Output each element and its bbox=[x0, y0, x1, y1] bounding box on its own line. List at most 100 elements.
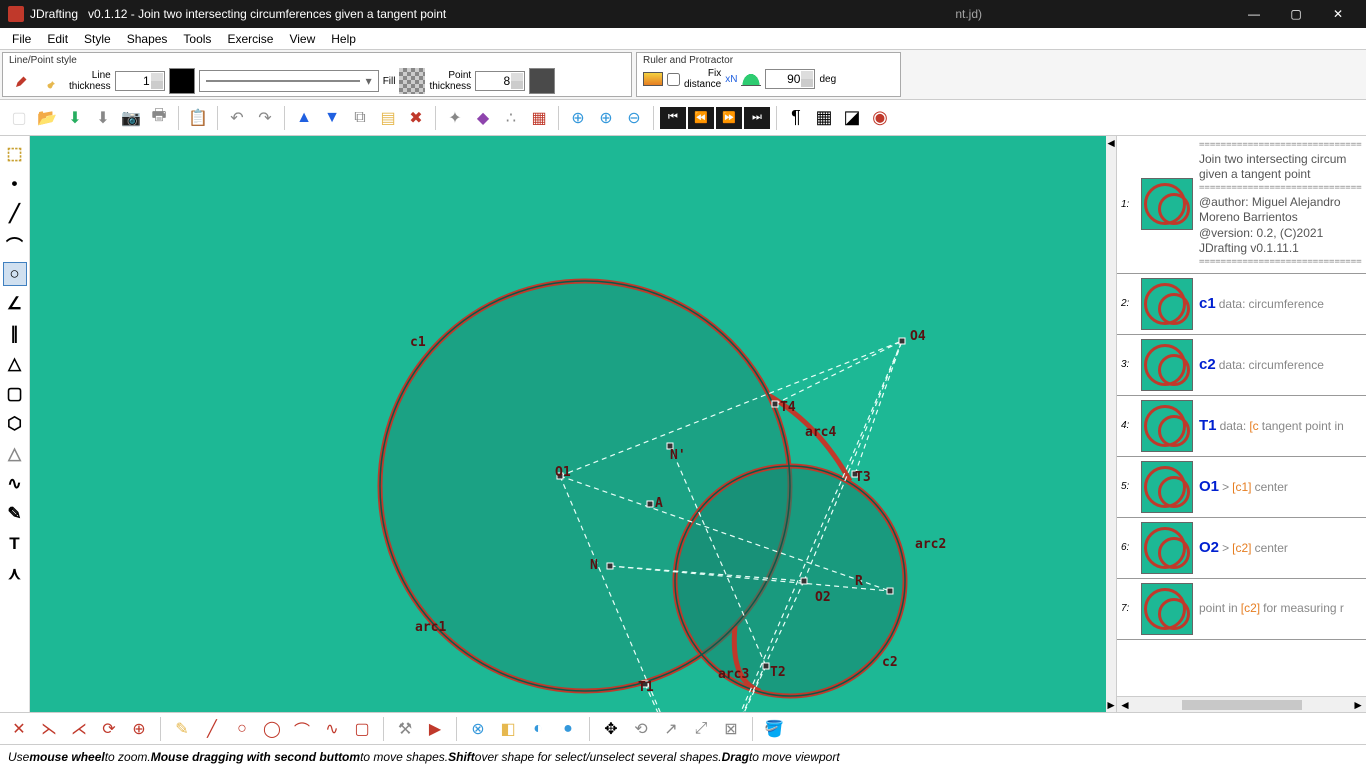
point-thickness-spinner[interactable]: 8 bbox=[475, 71, 525, 91]
save-icon[interactable]: ⬇ bbox=[62, 105, 88, 131]
bt-14[interactable]: ▶ bbox=[422, 716, 448, 742]
menu-tools[interactable]: Tools bbox=[175, 30, 219, 48]
history-item[interactable]: 7:point in [c2] for measuring r bbox=[1117, 579, 1366, 640]
fix-distance-checkbox[interactable] bbox=[667, 73, 680, 86]
dots-icon[interactable]: ∴ bbox=[498, 105, 524, 131]
history-item[interactable]: 5:O1 > [c1] center bbox=[1117, 457, 1366, 518]
xn-label[interactable]: xN bbox=[725, 74, 737, 85]
bt-15[interactable]: ⊗ bbox=[465, 716, 491, 742]
print-icon[interactable]: 🖶 bbox=[146, 105, 172, 131]
pen-tool[interactable]: ✎ bbox=[3, 502, 27, 526]
history-item[interactable]: 3:c2 data: circumference bbox=[1117, 335, 1366, 396]
bt-8[interactable]: ○ bbox=[229, 716, 255, 742]
rec-icon[interactable]: ◉ bbox=[867, 105, 893, 131]
triangle-tool[interactable]: △ bbox=[3, 352, 27, 376]
bt-16[interactable]: ◧ bbox=[495, 716, 521, 742]
bt-19[interactable]: ✥ bbox=[598, 716, 624, 742]
screenshot-icon[interactable]: 📷 bbox=[118, 105, 144, 131]
polygon-tool[interactable]: ⬡ bbox=[3, 412, 27, 436]
bt-1[interactable]: ✕ bbox=[6, 716, 32, 742]
zoom-in-icon[interactable]: ⊕ bbox=[593, 105, 619, 131]
line-thickness-spinner[interactable]: 1 bbox=[115, 71, 165, 91]
canvas-vscroll[interactable]: ◄► bbox=[1106, 136, 1116, 712]
media-btn-0[interactable]: ⏮ bbox=[660, 107, 686, 129]
down-icon[interactable]: ▼ bbox=[319, 105, 345, 131]
wand-icon[interactable]: ✦ bbox=[442, 105, 468, 131]
bt-9[interactable]: ◯ bbox=[259, 716, 285, 742]
circle-tool[interactable]: ○ bbox=[3, 262, 27, 286]
line-style-preview[interactable]: ▾ bbox=[199, 70, 379, 92]
menu-file[interactable]: File bbox=[4, 30, 39, 48]
paste-icon[interactable]: 📋 bbox=[185, 105, 211, 131]
text-tool[interactable]: T bbox=[3, 532, 27, 556]
bt-18[interactable]: ● bbox=[555, 716, 581, 742]
zoom-out-icon[interactable]: ⊖ bbox=[621, 105, 647, 131]
grid-icon[interactable]: ▦ bbox=[811, 105, 837, 131]
bt-17[interactable]: ◐ bbox=[525, 716, 551, 742]
copy-icon[interactable]: ⧉ bbox=[347, 105, 373, 131]
compass-tool[interactable]: ⋏ bbox=[3, 562, 27, 586]
history-header[interactable]: 1:================================Join t… bbox=[1117, 136, 1366, 274]
media-btn-1[interactable]: ⏪ bbox=[688, 107, 714, 129]
menu-help[interactable]: Help bbox=[323, 30, 364, 48]
bt-4[interactable]: ⟳ bbox=[96, 716, 122, 742]
menu-edit[interactable]: Edit bbox=[39, 30, 76, 48]
save-as-icon[interactable]: ⬇ bbox=[90, 105, 116, 131]
maximize-button[interactable]: ▢ bbox=[1284, 7, 1308, 21]
bt-3[interactable]: ⋌ bbox=[66, 716, 92, 742]
eyedropper-icon[interactable] bbox=[9, 68, 35, 94]
up-icon[interactable]: ▲ bbox=[291, 105, 317, 131]
history-item[interactable]: 6:O2 > [c2] center bbox=[1117, 518, 1366, 579]
media-btn-2[interactable]: ⏩ bbox=[716, 107, 742, 129]
curve-tool[interactable]: ∿ bbox=[3, 472, 27, 496]
media-btn-3[interactable]: ⏭ bbox=[744, 107, 770, 129]
redo-icon[interactable]: ↷ bbox=[252, 105, 278, 131]
pilcrow-icon[interactable]: ¶ bbox=[783, 105, 809, 131]
protractor-icon[interactable] bbox=[741, 72, 761, 86]
bt-13[interactable]: ⚒ bbox=[392, 716, 418, 742]
angle-spinner[interactable]: 90 bbox=[765, 69, 815, 89]
line-color-swatch[interactable] bbox=[169, 68, 195, 94]
purple-icon[interactable]: ◆ bbox=[470, 105, 496, 131]
bt-10[interactable]: ⌒ bbox=[289, 716, 315, 742]
fill-swatch[interactable] bbox=[399, 68, 425, 94]
point-color-swatch[interactable] bbox=[529, 68, 555, 94]
red-sq-icon[interactable]: ▦ bbox=[526, 105, 552, 131]
line-tool[interactable]: ╱ bbox=[3, 202, 27, 226]
menu-style[interactable]: Style bbox=[76, 30, 119, 48]
bt-20[interactable]: ⟲ bbox=[628, 716, 654, 742]
arc-tool[interactable]: ⌒ bbox=[3, 232, 27, 256]
bt-6[interactable]: ✎ bbox=[169, 716, 195, 742]
history-item[interactable]: 2:c1 data: circumference bbox=[1117, 274, 1366, 335]
bt-2[interactable]: ⋋ bbox=[36, 716, 62, 742]
cone-tool[interactable]: △ bbox=[3, 442, 27, 466]
new-file-icon[interactable]: ▢ bbox=[6, 105, 32, 131]
bt-21[interactable]: ↗ bbox=[658, 716, 684, 742]
list-icon[interactable]: ▤ bbox=[375, 105, 401, 131]
menu-shapes[interactable]: Shapes bbox=[119, 30, 176, 48]
select-marquee-icon[interactable]: ⬚ bbox=[3, 142, 27, 166]
bt-24[interactable]: 🪣 bbox=[761, 716, 787, 742]
menu-exercise[interactable]: Exercise bbox=[219, 30, 281, 48]
brush-icon[interactable] bbox=[39, 68, 65, 94]
zoom-fit-icon[interactable]: ⊕ bbox=[565, 105, 591, 131]
history-item[interactable]: 4:T1 data: [c tangent point in bbox=[1117, 396, 1366, 457]
undo-icon[interactable]: ↶ bbox=[224, 105, 250, 131]
parallel-tool[interactable]: ∥ bbox=[3, 322, 27, 346]
ruler-icon[interactable] bbox=[643, 72, 663, 86]
inv-icon[interactable]: ◪ bbox=[839, 105, 865, 131]
bt-12[interactable]: ▢ bbox=[349, 716, 375, 742]
rect-tool[interactable]: ▢ bbox=[3, 382, 27, 406]
menu-view[interactable]: View bbox=[281, 30, 323, 48]
open-file-icon[interactable]: 📂 bbox=[34, 105, 60, 131]
minimize-button[interactable]: — bbox=[1242, 7, 1266, 21]
close-button[interactable]: ✕ bbox=[1326, 7, 1350, 21]
point-tool[interactable]: • bbox=[3, 172, 27, 196]
angle-tool[interactable]: ∠ bbox=[3, 292, 27, 316]
canvas[interactable]: c1c2arc1arc2arc3arc4O1O2O3O4NN'ART1T2T3T… bbox=[30, 136, 1106, 712]
delete-icon[interactable]: ✖ bbox=[403, 105, 429, 131]
bt-11[interactable]: ∿ bbox=[319, 716, 345, 742]
bt-7[interactable]: ╱ bbox=[199, 716, 225, 742]
bt-5[interactable]: ⊕ bbox=[126, 716, 152, 742]
history-hscroll[interactable]: ◄► bbox=[1117, 696, 1366, 712]
